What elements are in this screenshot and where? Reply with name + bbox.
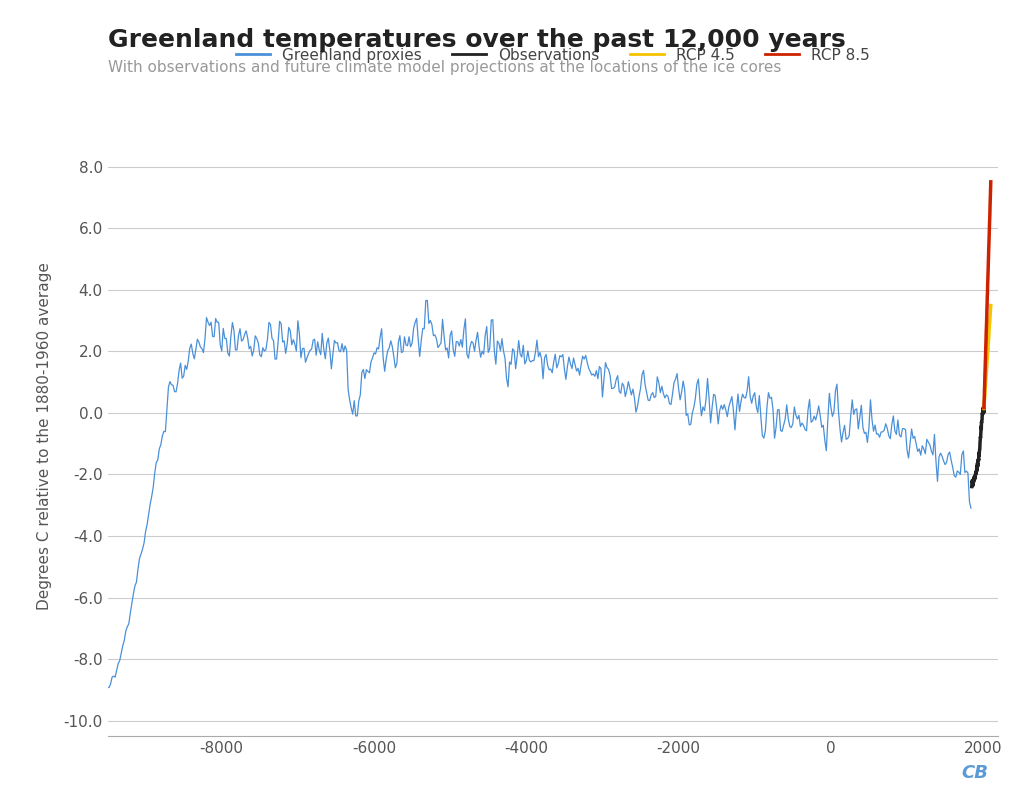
Legend: Greenland proxies, Observations, RCP 4.5, RCP 8.5: Greenland proxies, Observations, RCP 4.5… — [230, 42, 876, 69]
Text: With observations and future climate model projections at the locations of the i: With observations and future climate mod… — [108, 60, 781, 75]
Text: Greenland temperatures over the past 12,000 years: Greenland temperatures over the past 12,… — [108, 28, 845, 52]
Y-axis label: Degrees C relative to the 1880-1960 average: Degrees C relative to the 1880-1960 aver… — [37, 262, 52, 610]
Text: CB: CB — [962, 765, 988, 782]
